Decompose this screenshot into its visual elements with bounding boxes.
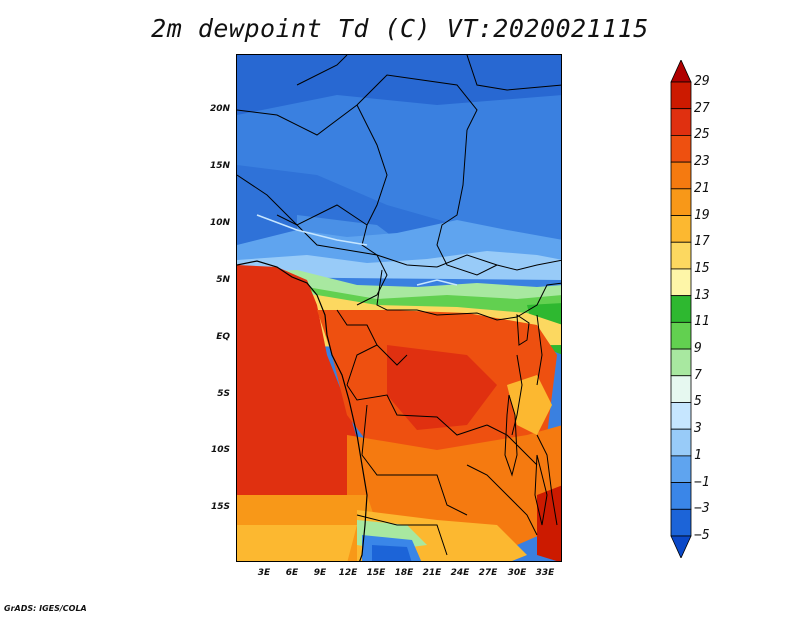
lat-label: 5S (217, 389, 230, 399)
colorbar-bin (670, 508, 692, 537)
colorbar-bin (670, 402, 692, 430)
lat-label: 20N (209, 104, 230, 114)
lon-label: 21E (422, 568, 442, 578)
colorbar-level-label: 5 (694, 394, 702, 410)
colorbar-level-label: −1 (694, 474, 710, 490)
colorbar-level-label: 19 (694, 207, 710, 223)
lon-label: 12E (338, 568, 358, 578)
colorbar-bin (670, 268, 692, 297)
lon-label: 9E (313, 568, 327, 578)
colorbar-level-label: 29 (694, 74, 710, 89)
lon-label: 24E (450, 568, 470, 578)
colorbar-level-label: 27 (694, 100, 710, 116)
lat-label: 10S (210, 445, 230, 455)
colorbar-bin (670, 482, 692, 510)
lon-label: 27E (478, 568, 498, 578)
dewpoint-map (236, 54, 562, 562)
colorbar-bin (670, 428, 692, 457)
credit-text: GrADS: IGES/COLA (4, 604, 87, 613)
dewpoint-field (237, 55, 561, 561)
colorbar-level-label: 25 (694, 127, 710, 143)
colorbar-level-label: −5 (694, 528, 710, 543)
colorbar-bin (670, 188, 692, 216)
colorbar-bin (670, 161, 692, 190)
lon-label: 15E (366, 568, 386, 578)
lon-label: 3E (257, 568, 271, 578)
map-title: 2m dewpoint Td (C) VT:2020021115 (151, 14, 649, 43)
lat-label: 5N (216, 275, 230, 285)
colorbar-bin (670, 215, 692, 243)
colorbar-level-label: 17 (694, 234, 710, 250)
colorbar-bin (670, 81, 692, 110)
colorbar-level-label: 7 (694, 367, 702, 383)
lon-label: 18E (394, 568, 414, 578)
lat-label: 10N (209, 218, 230, 228)
lon-label: 33E (535, 568, 555, 578)
coastline (237, 260, 368, 561)
colorbar-bin (670, 375, 692, 403)
colorbar-level-label: 23 (694, 154, 710, 170)
colorbar-bin (670, 295, 692, 323)
colorbar-bin (670, 455, 692, 483)
lat-label: EQ (216, 332, 230, 342)
colorbar-level-label: −3 (694, 501, 710, 517)
colorbar-bin (670, 108, 692, 136)
colorbar-level-label: 9 (694, 341, 702, 357)
colorbar-top-arrow (670, 60, 692, 83)
colorbar-level-label: 3 (694, 421, 702, 437)
lon-label: 6E (285, 568, 299, 578)
colorbar-level-label: 1 (694, 447, 702, 463)
colorbar-level-label: 15 (694, 260, 710, 276)
lat-label: 15N (209, 161, 230, 171)
colorbar-bin (670, 241, 692, 270)
colorbar-level-label: 21 (694, 180, 710, 196)
colorbar-bin (670, 135, 692, 163)
lat-label: 15S (210, 502, 230, 512)
colorbar-level-label: 11 (694, 314, 710, 330)
colorbar (670, 60, 692, 558)
lon-label: 30E (507, 568, 527, 578)
colorbar-level-label: 13 (694, 287, 710, 303)
colorbar-bottom-arrow (670, 535, 692, 558)
colorbar-bin (670, 321, 692, 350)
colorbar-bin (670, 348, 692, 377)
